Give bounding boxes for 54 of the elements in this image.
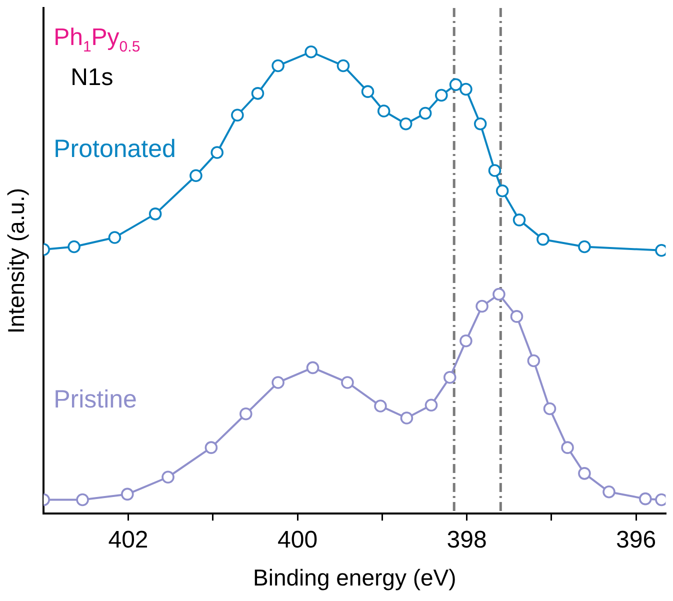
point — [399, 117, 412, 130]
point — [190, 169, 202, 182]
point — [578, 467, 591, 480]
point — [449, 78, 462, 92]
point — [424, 398, 438, 412]
point — [272, 376, 284, 389]
point — [602, 486, 616, 498]
point — [162, 470, 174, 484]
point — [361, 85, 374, 98]
point — [108, 231, 122, 244]
point — [638, 492, 652, 506]
point — [374, 400, 387, 412]
x-tick-label: 402 — [108, 526, 148, 554]
point — [304, 45, 318, 58]
series-label: Protonated — [54, 135, 176, 164]
point — [443, 370, 456, 384]
point — [210, 146, 224, 159]
point — [561, 441, 574, 454]
point — [492, 288, 506, 301]
point — [231, 108, 244, 122]
text: Pristine — [54, 385, 137, 414]
point — [76, 493, 89, 506]
annotation: N1s — [70, 64, 114, 91]
point — [148, 208, 162, 220]
x-tick-label: 400 — [277, 526, 318, 554]
point — [204, 441, 218, 454]
point — [536, 232, 550, 246]
point — [336, 59, 350, 72]
point — [377, 104, 390, 118]
point — [496, 184, 509, 198]
point — [239, 407, 252, 420]
point — [341, 376, 354, 389]
point — [488, 164, 502, 177]
point — [474, 117, 487, 130]
x-tick-label: 396 — [616, 526, 656, 554]
point — [510, 310, 524, 323]
x-tick-label: 398 — [446, 526, 487, 554]
point — [418, 106, 432, 120]
x-axis-title: Binding energy (eV) — [253, 564, 456, 591]
point — [460, 334, 472, 348]
y-axis-title: Intensity (a.u.) — [3, 188, 30, 334]
point — [476, 300, 488, 313]
point — [68, 240, 80, 254]
point — [543, 402, 556, 416]
point — [400, 412, 414, 424]
point — [435, 88, 448, 102]
point — [272, 59, 284, 72]
point — [512, 214, 526, 226]
point — [251, 87, 264, 100]
point — [306, 361, 320, 374]
point — [527, 354, 540, 368]
point — [460, 82, 472, 96]
point — [578, 240, 591, 254]
point — [120, 488, 134, 501]
